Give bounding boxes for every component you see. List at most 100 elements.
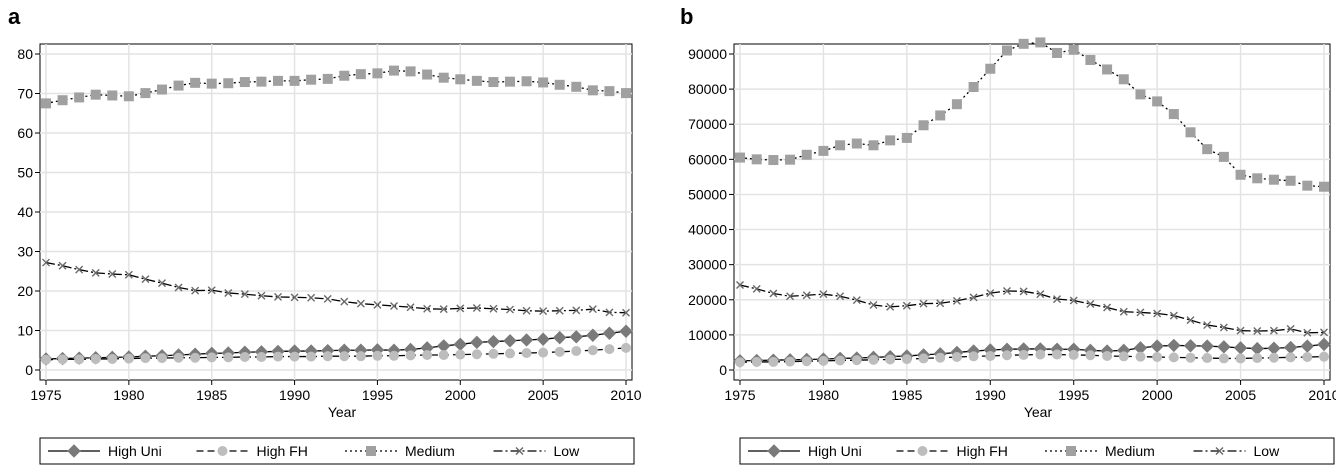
data-point — [571, 346, 582, 357]
data-point — [488, 77, 499, 88]
data-point — [968, 82, 979, 93]
data-point — [536, 332, 550, 346]
data-point — [1320, 328, 1328, 337]
legend-marker — [917, 446, 928, 456]
data-point — [1152, 352, 1163, 363]
y-tick-label: 70 — [17, 86, 33, 102]
legend-marker — [217, 446, 228, 456]
legend-label: Low — [554, 443, 581, 459]
data-point — [1235, 169, 1246, 180]
data-point — [818, 355, 829, 366]
x-tick-label: 1975 — [724, 387, 755, 403]
data-point — [1202, 353, 1213, 364]
data-point — [173, 352, 184, 363]
data-point — [1102, 64, 1113, 75]
data-point — [91, 268, 100, 277]
data-point — [239, 77, 250, 88]
data-point — [818, 145, 829, 156]
y-tick-label: 50 — [17, 165, 33, 181]
x-tick-label: 1985 — [891, 387, 922, 403]
panel-label-a: a — [8, 4, 21, 29]
data-point — [140, 88, 151, 99]
data-point — [505, 348, 515, 359]
data-point — [339, 351, 350, 362]
y-tick-label: 0 — [719, 362, 727, 378]
series-line-low — [739, 284, 1325, 334]
data-point — [1302, 352, 1313, 363]
data-point — [124, 270, 133, 279]
data-point — [1085, 350, 1096, 361]
data-point — [1218, 151, 1229, 162]
data-point — [439, 305, 448, 314]
x-tick-label: 2005 — [528, 387, 559, 403]
y-tick-label: 20 — [17, 283, 33, 299]
data-point — [1285, 352, 1296, 363]
data-point — [1035, 37, 1046, 48]
data-point — [1168, 109, 1179, 120]
data-point — [290, 293, 299, 302]
data-point — [373, 300, 382, 309]
data-point — [869, 301, 878, 310]
data-point — [868, 354, 879, 365]
data-point — [1135, 351, 1146, 362]
legend-marker — [767, 444, 781, 458]
legend-label: High Uni — [808, 443, 862, 459]
legend-label: High Uni — [108, 443, 162, 459]
data-point — [1202, 144, 1213, 155]
data-point — [968, 351, 979, 362]
x-tick-label: 1975 — [30, 387, 61, 403]
data-point — [586, 328, 600, 342]
data-point — [471, 75, 482, 86]
data-point — [554, 346, 565, 357]
data-point — [1102, 350, 1113, 361]
data-point — [769, 289, 778, 298]
legend-label: High FH — [957, 443, 1008, 459]
data-point — [539, 307, 548, 316]
data-point — [307, 293, 316, 302]
data-point — [1167, 338, 1181, 353]
data-point — [604, 344, 615, 355]
data-point — [952, 296, 961, 305]
data-point — [289, 351, 300, 362]
plot-area — [733, 43, 1331, 381]
data-point — [768, 155, 779, 166]
data-point — [571, 81, 582, 92]
data-point — [455, 349, 466, 360]
data-point — [835, 355, 846, 366]
x-axis-title: Year — [328, 404, 357, 420]
data-point — [901, 132, 912, 143]
y-tick-label: 80000 — [688, 81, 727, 97]
data-point — [1286, 324, 1295, 333]
data-point — [173, 80, 184, 91]
data-point — [90, 353, 101, 364]
data-point — [1186, 316, 1195, 325]
data-point — [1217, 340, 1231, 354]
y-tick-label: 70000 — [688, 116, 727, 132]
data-point — [553, 330, 567, 345]
panel-a: a 0 10 20 30 40 50 60 70 80 1975 1980 1985 1990 1995 2… — [0, 0, 660, 467]
data-point — [1002, 287, 1011, 295]
data-point — [57, 354, 68, 365]
x-tick-label: 2000 — [1142, 387, 1173, 403]
data-point — [1068, 349, 1079, 360]
data-point — [1052, 47, 1063, 58]
data-point — [174, 283, 183, 292]
x-tick-label: 1990 — [975, 387, 1006, 403]
data-point — [488, 348, 499, 359]
data-point — [107, 90, 118, 101]
data-point — [74, 354, 85, 365]
panel-b: b 0 10000 20000 30000 40000 50000 60000 70000 80… — [672, 0, 1336, 467]
y-tick-label: 10 — [17, 323, 33, 339]
panel-label-b: b — [680, 4, 694, 29]
data-point — [1183, 339, 1198, 353]
data-point — [1135, 89, 1146, 100]
y-tick-label: 40000 — [688, 222, 727, 238]
data-point — [951, 352, 962, 363]
data-point — [918, 353, 929, 364]
data-point — [223, 78, 234, 89]
y-tick-label: 0 — [25, 362, 33, 378]
data-point — [1317, 337, 1331, 352]
x-tick-label: 1995 — [1058, 387, 1089, 403]
data-point — [108, 270, 117, 279]
data-point — [41, 354, 51, 365]
